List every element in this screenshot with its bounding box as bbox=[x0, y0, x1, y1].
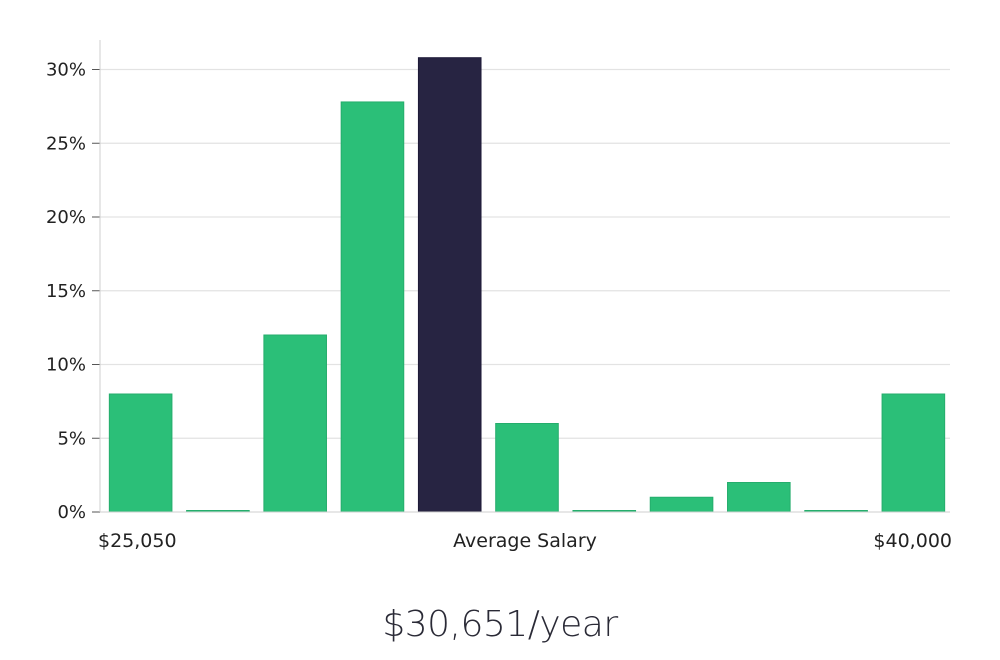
bar bbox=[340, 101, 405, 513]
y-tick-label: 15% bbox=[46, 281, 86, 302]
bar bbox=[881, 393, 946, 513]
x-label-max: $40,000 bbox=[873, 530, 952, 552]
y-tick-label: 30% bbox=[46, 60, 86, 81]
bar bbox=[108, 393, 173, 513]
y-tick-label: 0% bbox=[57, 502, 86, 523]
x-label-center: Average Salary bbox=[453, 530, 597, 552]
average-salary-caption: $30,651/year bbox=[382, 604, 618, 645]
bar-average bbox=[417, 57, 482, 513]
y-tick-label: 10% bbox=[46, 355, 86, 376]
y-tick-label: 5% bbox=[57, 428, 86, 449]
y-tick-label: 20% bbox=[46, 207, 86, 228]
bar bbox=[649, 496, 714, 513]
y-axis-ticks: 0% 5% 10% 15% 20% 25% 30% bbox=[46, 60, 100, 523]
salary-histogram: 0% 5% 10% 15% 20% 25% 30% $25,050 Average Sala… bbox=[46, 40, 952, 552]
grid-lines bbox=[100, 68, 950, 439]
bar bbox=[495, 423, 559, 513]
y-tick-label: 25% bbox=[46, 133, 86, 154]
x-label-min: $25,050 bbox=[98, 530, 177, 552]
bars bbox=[108, 57, 946, 513]
bar bbox=[727, 482, 791, 513]
bar bbox=[263, 334, 327, 513]
